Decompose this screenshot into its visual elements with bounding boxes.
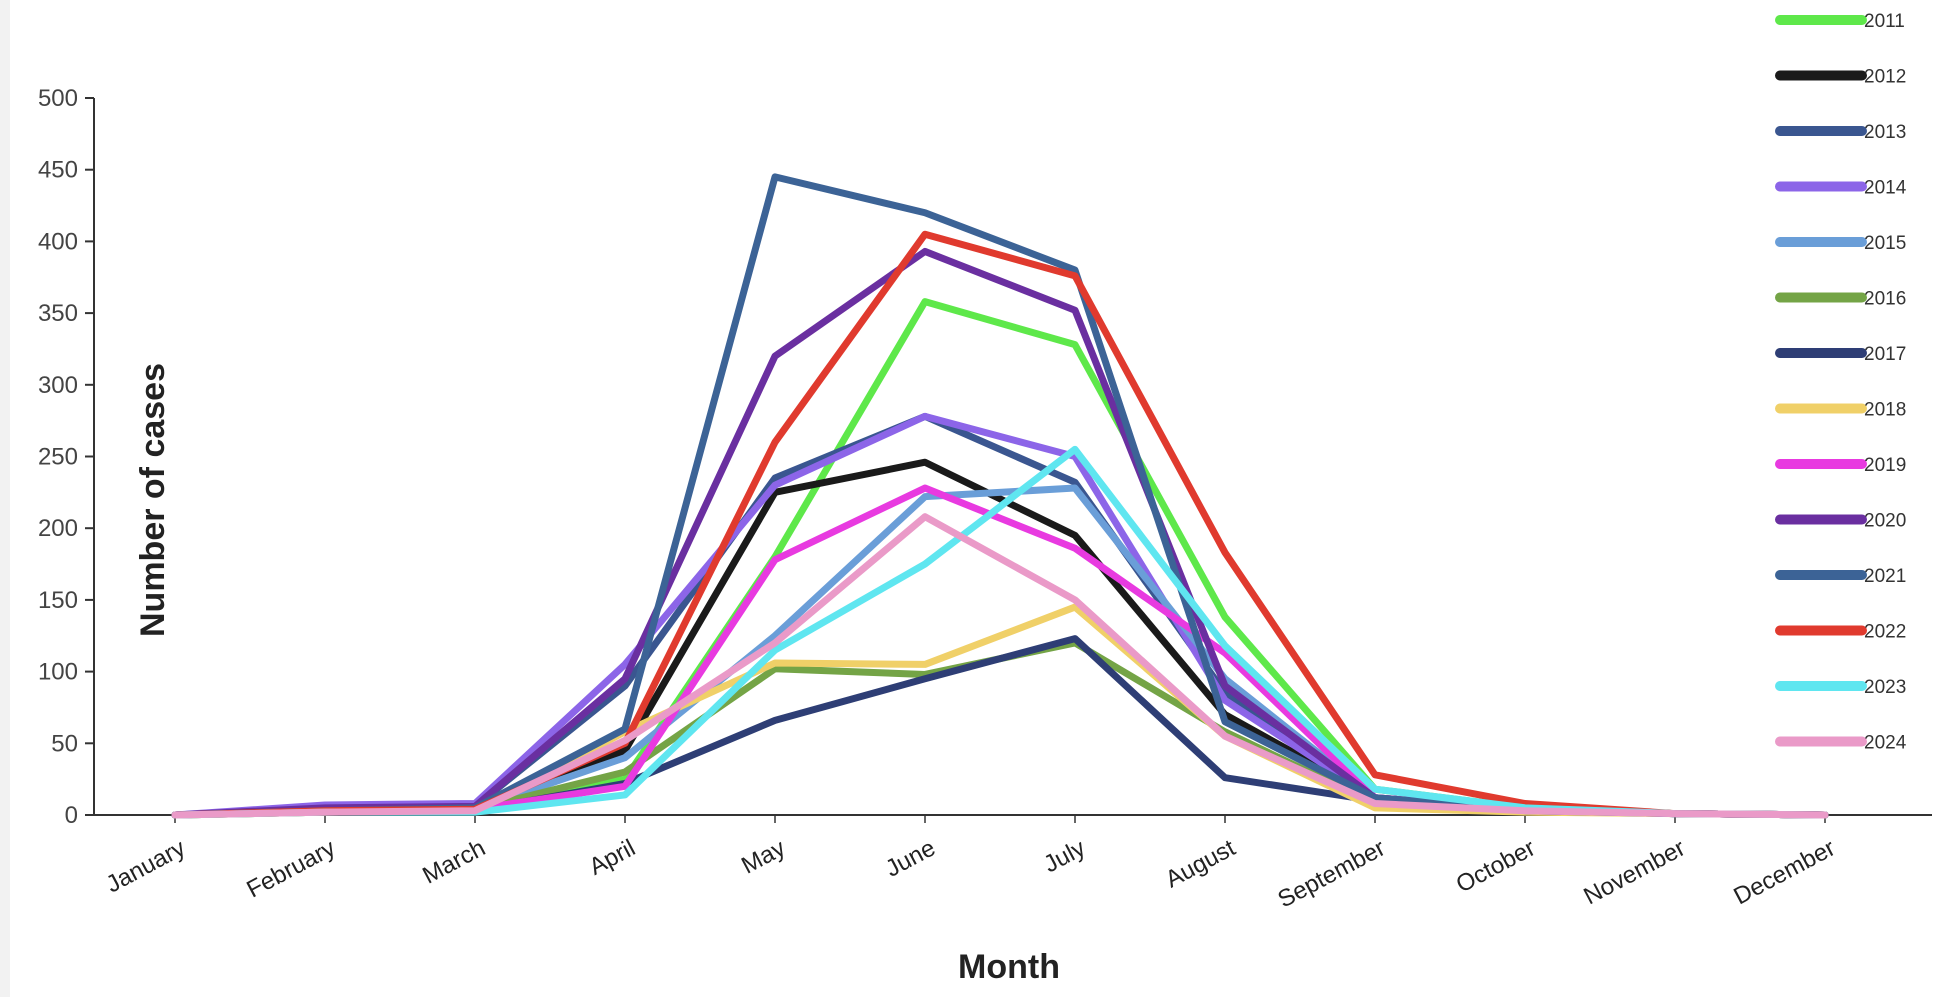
series-line-2013 — [171, 412, 1829, 819]
y-tick-label: 50 — [51, 730, 78, 757]
series-line-2014 — [171, 412, 1829, 819]
x-tick-label: October — [1452, 834, 1540, 898]
legend-label: 2023 — [1864, 677, 1906, 698]
legend-label: 2011 — [1864, 11, 1905, 32]
y-axis-title: Number of cases — [134, 363, 172, 637]
series-line-2024 — [171, 513, 1829, 819]
legend-item-2012: 2012 — [1775, 67, 1906, 88]
legend-item-2022: 2022 — [1775, 622, 1906, 643]
y-tick-label: 350 — [38, 300, 78, 327]
y-tick-label: 0 — [65, 802, 78, 829]
x-tick-label: April — [585, 834, 640, 880]
legend-item-2011: 2011 — [1775, 11, 1905, 32]
y-tick-label: 300 — [38, 372, 78, 399]
legend-label: 2018 — [1864, 400, 1906, 421]
x-tick-label: February — [242, 834, 339, 903]
series-line-2019 — [171, 484, 1829, 819]
legend-item-2018: 2018 — [1775, 400, 1906, 421]
legend-item-2017: 2017 — [1775, 344, 1906, 365]
legend-item-2016: 2016 — [1775, 289, 1906, 310]
x-tick-label: December — [1729, 834, 1839, 910]
y-tick-label: 250 — [38, 444, 78, 471]
series-line-2018 — [171, 603, 1829, 819]
legend-item-2013: 2013 — [1775, 122, 1906, 143]
x-tick-label: June — [881, 834, 940, 882]
y-tick-label: 200 — [38, 515, 78, 542]
x-tick-label: March — [418, 834, 490, 889]
x-ticks: January February March April May June July Augu… — [102, 815, 1840, 913]
legend-label: 2017 — [1864, 344, 1906, 365]
x-tick-label: August — [1161, 834, 1240, 893]
legend-label: 2021 — [1864, 566, 1906, 587]
legend-item-2021: 2021 — [1775, 566, 1906, 587]
legend: 2011 2012 2013 2014 2015 2016 2017 2018 2019 2020… — [1775, 11, 1907, 754]
legend-item-2015: 2015 — [1775, 233, 1906, 254]
legend-item-2019: 2019 — [1775, 455, 1906, 476]
legend-item-2024: 2024 — [1775, 733, 1907, 754]
x-tick-label: January — [102, 834, 190, 898]
series-line-2016 — [171, 639, 1829, 819]
legend-label: 2015 — [1864, 233, 1906, 254]
y-tick-label: 100 — [38, 659, 78, 686]
y-tick-label: 500 — [38, 85, 78, 112]
legend-label: 2013 — [1864, 122, 1906, 143]
chart-frame: 0 50 100 150 200 250 300 350 400 450 500 January Fe… — [10, 0, 1934, 997]
legend-label: 2022 — [1864, 622, 1906, 643]
series-layer — [171, 173, 1829, 819]
legend-label: 2024 — [1864, 733, 1907, 754]
legend-item-2014: 2014 — [1775, 178, 1907, 199]
y-ticks: 0 50 100 150 200 250 300 350 400 450 500 — [38, 85, 94, 829]
legend-item-2020: 2020 — [1775, 511, 1906, 532]
legend-label: 2019 — [1864, 455, 1906, 476]
x-tick-label: July — [1039, 834, 1089, 878]
y-tick-label: 450 — [38, 157, 78, 184]
series-line-2015 — [171, 484, 1829, 819]
legend-label: 2016 — [1864, 289, 1906, 310]
series-line-2020 — [171, 247, 1829, 819]
legend-label: 2020 — [1864, 511, 1906, 532]
y-tick-label: 400 — [38, 228, 78, 255]
legend-label: 2014 — [1864, 178, 1907, 199]
series-line-2017 — [171, 635, 1829, 819]
legend-item-2023: 2023 — [1775, 677, 1906, 698]
x-axis-title: Month — [958, 948, 1060, 986]
x-tick-label: November — [1579, 834, 1689, 910]
x-tick-label: September — [1273, 834, 1389, 913]
line-chart: 0 50 100 150 200 250 300 350 400 450 500 January Fe… — [38, 11, 1932, 986]
y-tick-label: 150 — [38, 587, 78, 614]
legend-label: 2012 — [1864, 67, 1906, 88]
x-tick-label: May — [737, 834, 790, 879]
